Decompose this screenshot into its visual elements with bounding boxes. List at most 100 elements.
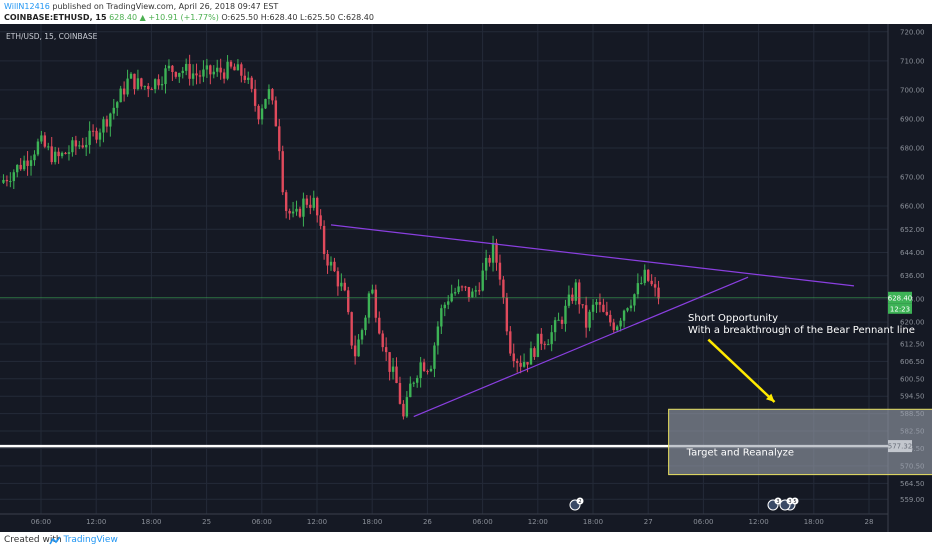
candle-body [319, 215, 322, 226]
candle-body [195, 73, 198, 76]
candle-body [495, 242, 498, 263]
candle-body [50, 146, 53, 163]
pennant-lower-line[interactable] [413, 276, 749, 418]
x-tick-label: 25 [202, 518, 211, 526]
candle-body [74, 140, 78, 147]
candle-body [229, 61, 233, 67]
y-tick-label: 652.00 [900, 226, 925, 234]
candle-body [653, 284, 657, 288]
candle-body [298, 208, 302, 217]
candle-body [615, 326, 619, 331]
candle-body [588, 311, 591, 328]
candle-body [343, 282, 346, 291]
annotation-line-2: With a breakthrough of the Bear Pennant … [688, 325, 915, 336]
candle-body [478, 290, 481, 292]
candle-body [122, 88, 126, 95]
target-box[interactable] [668, 408, 932, 476]
candle-body [502, 279, 505, 298]
candle-body [340, 282, 343, 287]
candle-body [471, 291, 474, 298]
candle-body [533, 348, 536, 357]
candle-body [360, 330, 364, 340]
candle-body [391, 366, 395, 372]
candle-body [543, 343, 546, 345]
y-tick-label: 660.00 [900, 203, 925, 211]
y-tick-label: 710.00 [900, 57, 925, 65]
x-tick-label: 12:00 [86, 518, 106, 526]
pennant-upper-line[interactable] [330, 224, 855, 287]
candle-body [405, 397, 409, 417]
candle-body [88, 130, 91, 145]
candle-body [591, 304, 595, 312]
candle-body [381, 333, 384, 348]
price-change: ▲ +10.91 (+1.77%) [139, 13, 219, 22]
candle-body [47, 146, 50, 148]
candle-body [57, 151, 60, 157]
candle-body [191, 73, 195, 79]
candle-body [619, 320, 622, 327]
candle-body [322, 225, 326, 254]
x-tick-label: 18:00 [583, 518, 603, 526]
candle-body [102, 119, 105, 133]
candle-body [250, 77, 253, 89]
tradingview-link[interactable]: TradingView [52, 535, 118, 545]
x-tick-label: 28 [865, 518, 874, 526]
candle-body [505, 297, 509, 332]
candle-body [464, 286, 467, 288]
candle-body [291, 211, 295, 214]
candle-body [174, 72, 178, 77]
annotation-line-1: Short Opportunity [688, 313, 778, 324]
candle-body [209, 65, 212, 75]
candle-body [622, 310, 626, 321]
candle-body [253, 88, 257, 106]
candle-body [53, 151, 57, 163]
candle-body [264, 98, 267, 109]
candle-body [216, 67, 219, 72]
candle-body [522, 362, 526, 367]
candle-body [460, 286, 464, 288]
candle-body [412, 382, 415, 384]
candle-body [295, 208, 298, 212]
candle-body [243, 75, 247, 80]
candle-body [236, 64, 240, 71]
candle-body [167, 65, 171, 69]
candle-body [40, 135, 43, 142]
candle-body [378, 317, 381, 334]
candle-body [2, 179, 5, 183]
candle-body [19, 164, 22, 170]
candle-body [316, 197, 319, 216]
candle-body [178, 72, 181, 77]
candle-body [64, 152, 67, 154]
candle-body [574, 282, 578, 301]
candle-body [584, 305, 588, 328]
candlestick-chart[interactable]: 720.00 710.00 700.00 690.00 680.00 670.00 660.… [0, 24, 932, 532]
candle-body [626, 308, 629, 311]
candle-body [181, 70, 184, 73]
candle-body [395, 366, 398, 384]
y-tick-label: 564.50 [900, 480, 925, 488]
candle-body [336, 271, 340, 287]
candle-body [529, 348, 533, 365]
candle-body [453, 292, 457, 294]
candle-body [578, 282, 581, 305]
author-link[interactable]: WillN12416 [4, 2, 50, 11]
candle-body [491, 242, 495, 263]
candle-body [560, 319, 564, 324]
candle-body [171, 65, 174, 73]
y-tick-label: 620.00 [900, 319, 925, 327]
candle-body [350, 312, 353, 346]
chart-footer: Created with TradingView [0, 532, 932, 550]
candle-body [274, 100, 278, 127]
candle-body [67, 152, 71, 154]
candle-body [567, 294, 571, 306]
chart-area[interactable]: 720.00 710.00 700.00 690.00 680.00 670.00 660.… [0, 24, 932, 532]
candle-body [547, 344, 550, 346]
y-tick-label: 644.00 [900, 249, 925, 257]
candle-body [629, 305, 633, 309]
event-count-badge [774, 497, 782, 505]
tradingview-brand: TradingView [63, 535, 118, 545]
candle-body [84, 144, 88, 148]
candle-body [260, 108, 264, 120]
candle-body [540, 333, 543, 344]
last-price-tag [888, 291, 912, 304]
